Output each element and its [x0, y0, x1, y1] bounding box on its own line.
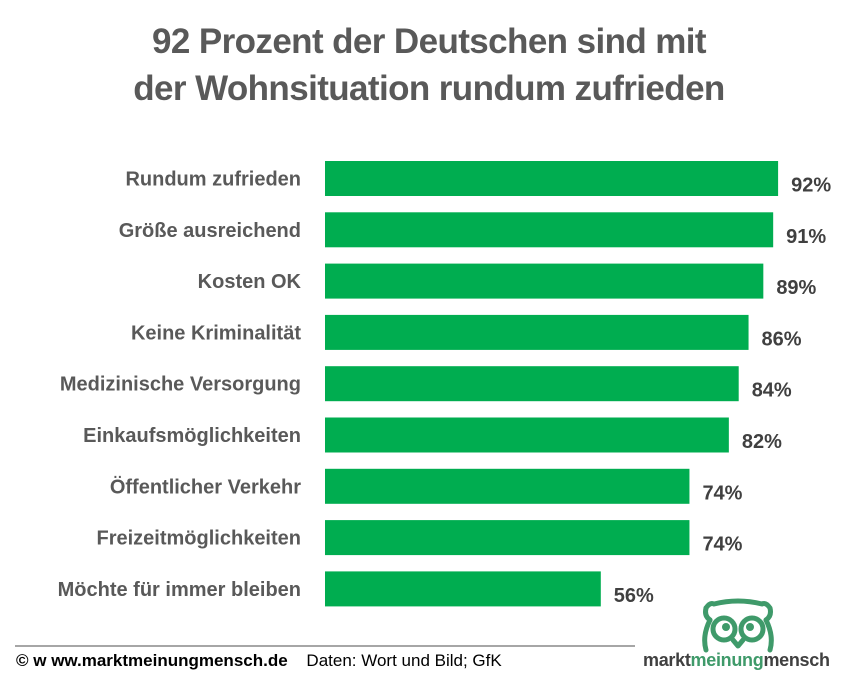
footer-source: Daten: Wort und Bild; GfK: [306, 651, 502, 670]
footer-copyright: © w ww.marktmeinungmensch.de: [16, 651, 288, 670]
bar-2: [325, 212, 774, 248]
value-label: 89%: [776, 277, 816, 299]
category-label: Freizeitmöglichkeiten: [97, 528, 302, 550]
value-label: 56%: [614, 585, 654, 607]
bar-6: [325, 417, 729, 453]
owl-icon: [702, 598, 774, 653]
bar-5: [325, 366, 739, 402]
bar-3: [325, 263, 764, 299]
value-label: 91%: [786, 226, 826, 248]
category-label: Rundum zufrieden: [125, 169, 301, 191]
bar-4: [325, 314, 749, 350]
footer: © w ww.marktmeinungmensch.de Daten: Wort…: [16, 651, 502, 671]
footer-divider: [15, 645, 635, 647]
chart-title: 92 Prozent der Deutschen sind mit der Wo…: [0, 18, 858, 112]
value-labels: 92% 91% 89% 86% 84% 82% 74% 74% 56%: [614, 175, 832, 607]
value-label: 86%: [762, 328, 802, 350]
category-label: Einkaufsmöglichkeiten: [83, 425, 301, 447]
bars: [325, 161, 779, 607]
value-label: 92%: [791, 175, 831, 197]
category-label: Keine Kriminalität: [131, 322, 301, 344]
category-label: Medizinische Versorgung: [60, 374, 301, 396]
value-label: 74%: [702, 534, 742, 556]
value-label: 82%: [742, 431, 782, 453]
logo-text-markt: markt: [643, 650, 691, 670]
chart-title-line-2: der Wohnsituation rundum zufrieden: [133, 69, 725, 108]
category-labels: Rundum zufrieden Größe ausreichend Kosten …: [58, 169, 302, 601]
logo-wordmark: marktmeinungmensch: [643, 650, 830, 671]
logo-text-mensch: mensch: [763, 650, 830, 670]
logo-text-meinung: meinung: [690, 650, 764, 670]
bar-9: [325, 571, 601, 607]
bar-1: [325, 161, 779, 196]
bar-8: [325, 520, 690, 556]
bar-7: [325, 468, 690, 504]
bar-chart: Rundum zufrieden Größe ausreichend Kosten …: [58, 161, 832, 607]
value-label: 84%: [752, 380, 792, 402]
chart-title-line-1: 92 Prozent der Deutschen sind mit: [152, 22, 707, 61]
category-label: Größe ausreichend: [119, 220, 301, 242]
category-label: Kosten OK: [198, 271, 302, 293]
value-label: 74%: [702, 482, 742, 504]
category-label: Möchte für immer bleiben: [58, 579, 301, 601]
category-label: Öffentlicher Verkehr: [110, 475, 301, 498]
